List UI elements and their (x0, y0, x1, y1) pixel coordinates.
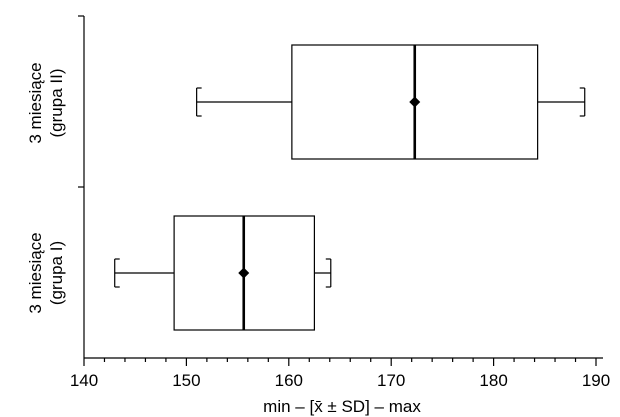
category-label-group-ii-line2: (grupa II) (47, 69, 66, 138)
box-group (114, 215, 332, 331)
x-tick-label: 190 (582, 371, 610, 390)
category-label-group-i-line1: 3 miesiące (26, 232, 45, 313)
x-tick-label: 140 (70, 371, 98, 390)
box-series (114, 44, 586, 331)
x-tick-label: 160 (275, 371, 303, 390)
x-tick-label: 170 (377, 371, 405, 390)
x-axis-ticks: 140 150 160 170 180 190 (70, 358, 610, 390)
box-group (196, 44, 586, 160)
category-label-group-i-line2: (grupa I) (47, 241, 66, 305)
x-axis-title: min – [x̄ ± SD] – max (263, 397, 421, 416)
x-tick-label: 180 (479, 371, 507, 390)
mean-marker (238, 267, 250, 279)
x-tick-label: 150 (172, 371, 200, 390)
category-label-group-ii-line1: 3 miesiące (26, 62, 45, 143)
mean-marker (409, 96, 421, 108)
